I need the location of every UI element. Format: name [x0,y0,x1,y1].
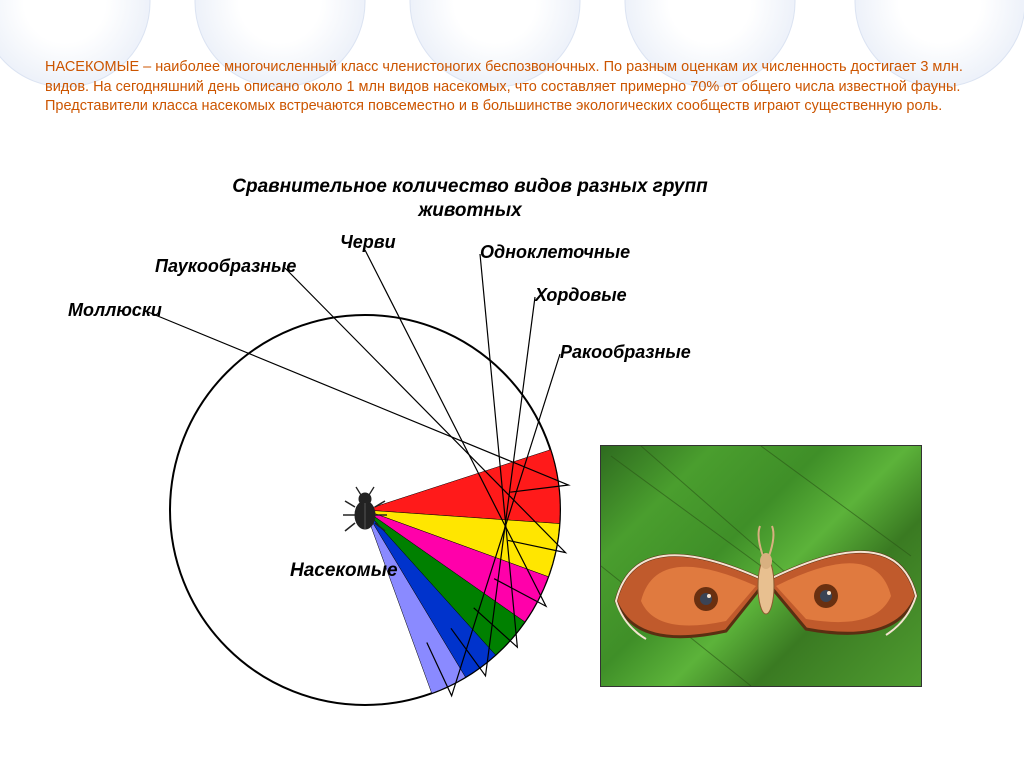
pie-chart: Моллюски Паукообразные Черви Одноклеточные Х… [60,230,680,730]
slice-label: Одноклеточные [480,242,630,263]
slice-label: Черви [340,232,396,253]
slice-label: Ракообразные [560,342,691,363]
insect-slice-label: Насекомые [290,560,398,582]
slice-label: Хордовые [535,285,627,306]
slice-label: Моллюски [68,300,162,321]
intro-paragraph: НАСЕКОМЫЕ – наиболее многочисленный клас… [45,58,985,117]
slice-label: Паукообразные [155,256,296,277]
beetle-icon [340,485,390,535]
chart-title: Сравнительное количество видов разных гр… [190,175,750,223]
